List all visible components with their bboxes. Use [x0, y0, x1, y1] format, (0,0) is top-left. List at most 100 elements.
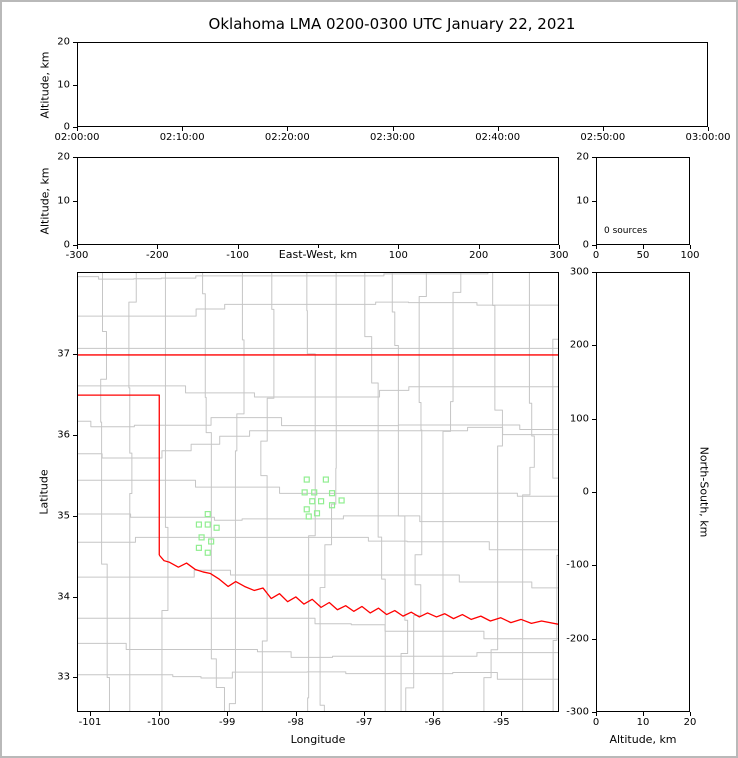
y-tick-mark [73, 354, 77, 356]
state-border [158, 554, 558, 625]
y-tick-label: 200 [569, 339, 589, 351]
x-tick-mark [158, 712, 160, 716]
lma-station-marker [195, 544, 202, 551]
x-tick-label: 0 [592, 250, 600, 261]
y-tick-label: 36 [57, 429, 70, 441]
northsouth-altitude-panel [596, 272, 690, 712]
y-tick-label: -100 [566, 559, 589, 571]
x-tick-label: -98 [287, 717, 304, 728]
x-tick-label: -95 [493, 717, 510, 728]
x-tick-mark [497, 127, 499, 131]
y-tick-mark [73, 201, 77, 202]
x-tick-label: 0 [592, 717, 600, 728]
time-altitude-panel [77, 42, 708, 127]
x-tick-mark [432, 712, 434, 716]
x-tick-mark [77, 127, 78, 131]
y-tick-mark [592, 492, 596, 493]
x-tick-mark [559, 245, 560, 249]
y-tick-label: -300 [566, 706, 589, 718]
lma-station-marker [213, 524, 220, 531]
x-tick-mark [596, 245, 597, 249]
y-tick-label: 10 [57, 79, 70, 90]
y-tick-mark [73, 596, 77, 598]
lma-station-marker [198, 534, 205, 541]
y-tick-mark [73, 515, 77, 517]
x-tick-label: -300 [65, 250, 89, 261]
x-tick-mark [643, 712, 644, 716]
y-tick-mark [73, 84, 77, 86]
ew-panel-ylabel: Altitude, km [38, 167, 52, 235]
y-tick-mark [592, 712, 596, 713]
y-tick-mark [592, 638, 596, 640]
y-tick-label: 0 [63, 239, 70, 251]
county-boundaries [78, 273, 558, 711]
figure-title: Oklahoma LMA 0200-0300 UTC January 22, 2… [208, 15, 576, 33]
x-tick-label: 02:10:00 [159, 132, 205, 143]
lma-station-marker [309, 498, 316, 505]
x-tick-label: -99 [218, 717, 236, 728]
y-tick-mark [73, 157, 77, 158]
x-tick-label: 03:00:00 [685, 132, 731, 143]
x-tick-mark [364, 712, 366, 716]
x-tick-label: 10 [636, 717, 650, 728]
y-tick-mark [592, 201, 596, 202]
x-tick-mark [602, 127, 604, 131]
x-tick-label: -96 [424, 717, 441, 728]
altitude-histogram-panel: 0 sources [596, 157, 690, 245]
oklahoma-map [78, 273, 558, 711]
source-count-label: 0 sources [604, 226, 648, 236]
lma-station-marker [338, 497, 345, 504]
lma-station-marker [313, 510, 321, 517]
lma-station-marker [328, 490, 336, 497]
y-tick-label: 10 [576, 195, 589, 207]
x-tick-label: -200 [145, 250, 169, 261]
lma-station-marker [303, 506, 310, 513]
y-tick-mark [73, 677, 77, 679]
x-tick-label: 20 [683, 717, 697, 728]
x-tick-label: 200 [469, 250, 489, 261]
x-tick-label: 100 [680, 250, 700, 261]
x-tick-label: 100 [388, 250, 408, 261]
map-xlabel: Longitude [290, 733, 346, 746]
y-tick-label: 20 [576, 151, 589, 163]
time-panel-ylabel: Altitude, km [38, 51, 52, 119]
x-tick-mark [77, 245, 78, 249]
x-tick-label: 300 [549, 250, 569, 261]
lma-station-marker [328, 502, 336, 509]
y-tick-mark [592, 565, 596, 567]
x-tick-label: 50 [636, 250, 650, 261]
x-tick-mark [501, 712, 503, 716]
y-tick-label: -200 [566, 633, 589, 645]
lma-station-marker [195, 521, 202, 528]
y-tick-label: 0 [63, 121, 70, 133]
y-tick-label: 100 [569, 413, 589, 425]
x-tick-label: 02:50:00 [580, 132, 626, 143]
state-border [78, 394, 160, 556]
map-panel [77, 272, 559, 712]
y-tick-mark [73, 435, 77, 437]
x-tick-mark [398, 245, 400, 249]
y-tick-mark [73, 42, 77, 43]
x-tick-label: -100 [226, 250, 250, 261]
ew-panel-xlabel: East-West, km [275, 248, 361, 261]
x-tick-label: -97 [356, 717, 373, 728]
y-tick-label: 35 [57, 510, 70, 522]
x-tick-label: 02:30:00 [370, 132, 415, 143]
y-tick-label: 0 [582, 486, 589, 498]
lma-station-marker [305, 513, 312, 520]
x-tick-mark [643, 245, 644, 249]
ns-panel-ylabel: North-South, km [697, 446, 711, 538]
x-tick-mark [596, 712, 597, 716]
x-tick-mark [90, 712, 92, 716]
x-tick-mark [182, 127, 184, 131]
y-tick-label: 37 [57, 348, 70, 360]
x-tick-label: 02:40:00 [475, 132, 521, 143]
x-tick-mark [392, 127, 394, 131]
x-tick-mark [227, 712, 229, 716]
y-tick-mark [73, 127, 77, 128]
y-tick-label: 0 [582, 239, 589, 251]
x-tick-label: 02:00:00 [54, 132, 100, 143]
lma-station-marker [204, 511, 211, 518]
y-tick-label: 33 [57, 671, 70, 683]
